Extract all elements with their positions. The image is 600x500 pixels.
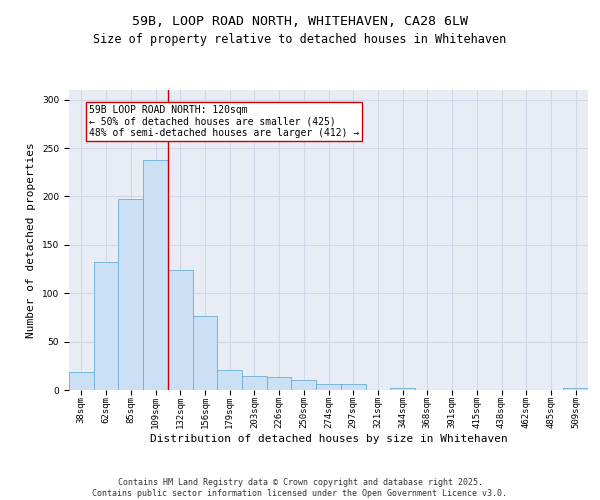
X-axis label: Distribution of detached houses by size in Whitehaven: Distribution of detached houses by size …	[149, 434, 508, 444]
Bar	[390, 388, 415, 390]
Text: Contains HM Land Registry data © Crown copyright and database right 2025.
Contai: Contains HM Land Registry data © Crown c…	[92, 478, 508, 498]
Bar	[316, 384, 341, 390]
Bar	[168, 270, 193, 390]
Bar	[193, 316, 217, 390]
Text: 59B, LOOP ROAD NORTH, WHITEHAVEN, CA28 6LW: 59B, LOOP ROAD NORTH, WHITEHAVEN, CA28 6…	[132, 15, 468, 28]
Bar	[217, 370, 242, 390]
Bar	[143, 160, 168, 390]
Bar	[341, 384, 365, 390]
Bar	[69, 372, 94, 390]
Text: Size of property relative to detached houses in Whitehaven: Size of property relative to detached ho…	[94, 32, 506, 46]
Bar	[267, 378, 292, 390]
Y-axis label: Number of detached properties: Number of detached properties	[26, 142, 37, 338]
Bar	[292, 380, 316, 390]
Bar	[94, 262, 118, 390]
Bar	[242, 376, 267, 390]
Bar	[118, 200, 143, 390]
Bar	[563, 388, 588, 390]
Text: 59B LOOP ROAD NORTH: 120sqm
← 50% of detached houses are smaller (425)
48% of se: 59B LOOP ROAD NORTH: 120sqm ← 50% of det…	[89, 104, 359, 138]
